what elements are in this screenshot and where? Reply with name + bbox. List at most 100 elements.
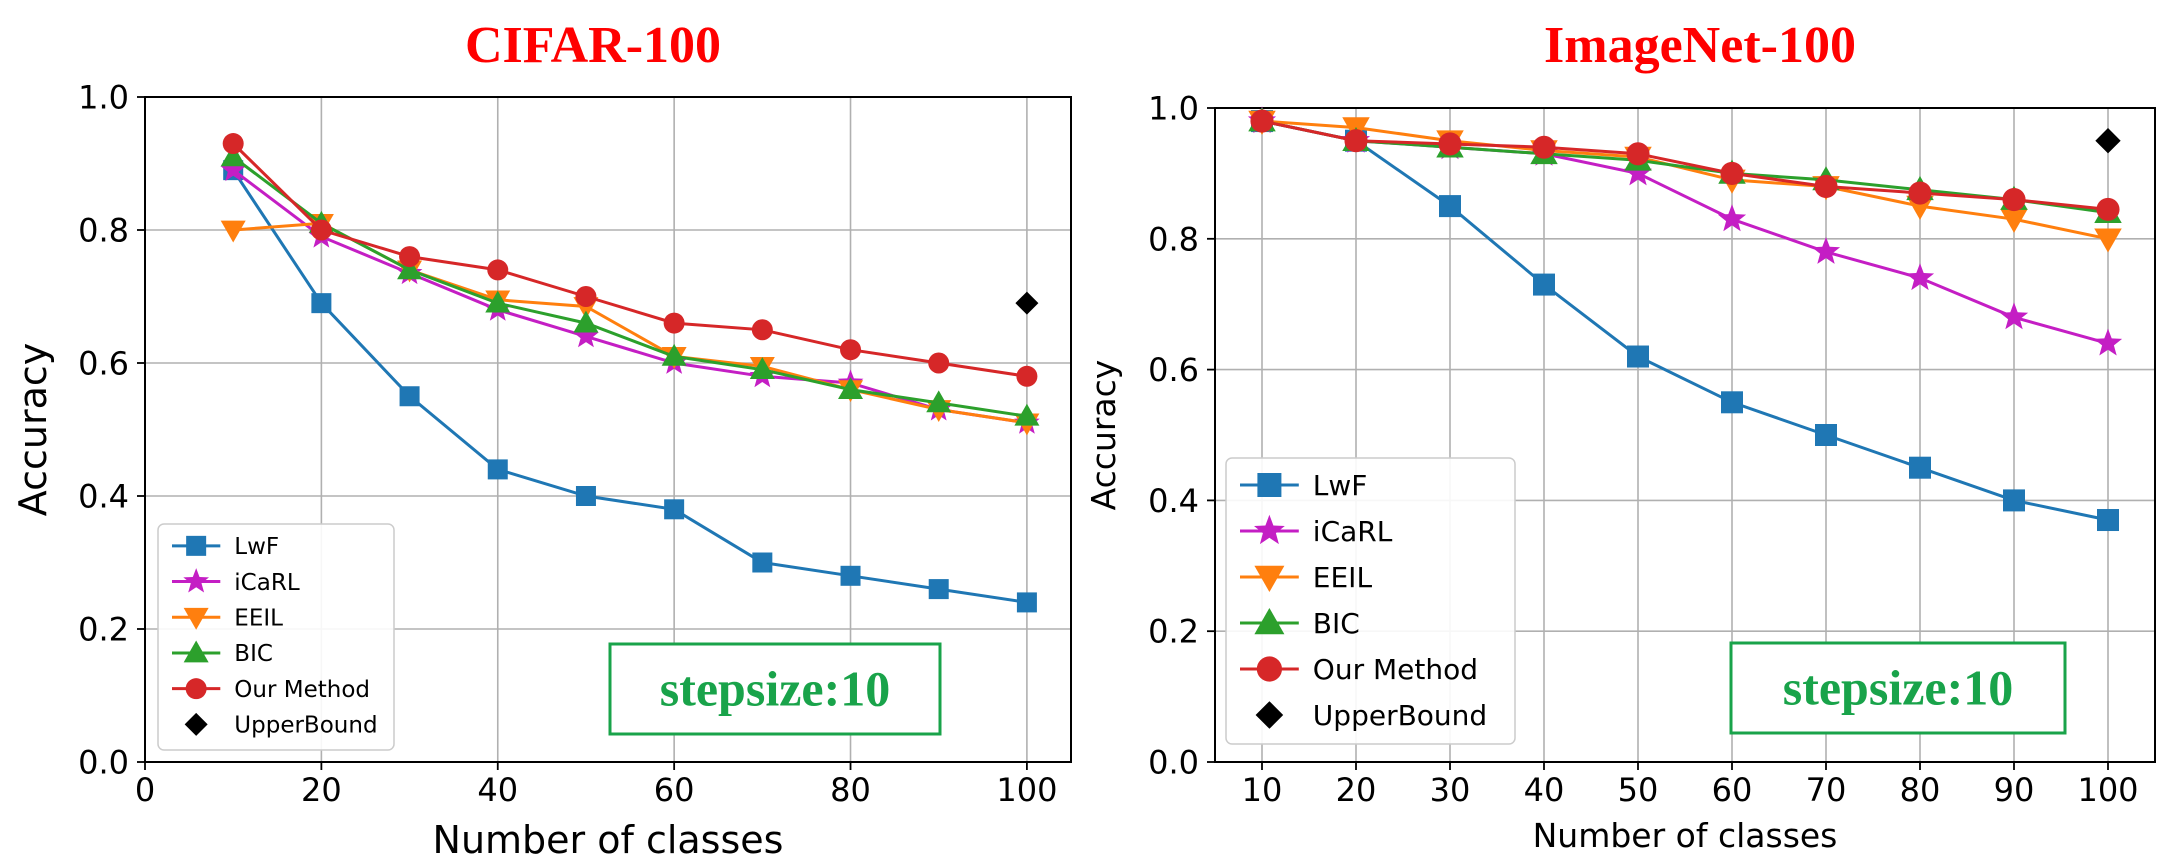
x-tick-label: 20: [301, 771, 342, 809]
data-point: [1623, 158, 1653, 186]
data-point: [2097, 509, 2119, 532]
legend-entry: iCaRL: [1240, 514, 1393, 548]
x-tick-label: 20: [1336, 771, 1377, 809]
data-point: [310, 219, 332, 241]
series-eeil: [1248, 110, 2122, 253]
data-point: [664, 499, 685, 520]
data-point: [397, 257, 423, 280]
x-tick-label: 100: [996, 771, 1057, 809]
data-point: [1016, 365, 1038, 387]
data-point: [752, 552, 773, 573]
data-point: [751, 319, 773, 341]
legend-marker: [186, 535, 207, 556]
legend-marker: [184, 712, 208, 736]
x-tick-label: 80: [830, 771, 871, 809]
y-tick-label: 0.2: [1148, 613, 1199, 651]
x-axis-label: Number of classes: [1533, 816, 1838, 855]
legend-marker: [185, 678, 207, 700]
x-tick-label: 60: [1712, 771, 1753, 809]
legend-entry: EEIL: [1240, 561, 1372, 594]
legend-marker: [183, 607, 209, 630]
y-tick-label: 0.6: [1148, 351, 1199, 389]
x-axis-label: Number of classes: [433, 818, 784, 862]
data-point: [1720, 161, 1744, 185]
legend-marker: [1255, 701, 1284, 729]
data-point: [1717, 204, 1747, 232]
x-tick-label: 100: [2077, 771, 2138, 809]
legend-label: LwF: [234, 534, 279, 560]
annotation-box: [608, 642, 942, 736]
data-point: [399, 246, 421, 268]
data-point: [749, 357, 775, 380]
legend-label: BIC: [234, 641, 273, 667]
data-point: [1438, 132, 1462, 156]
data-point: [1905, 263, 1935, 291]
data-point: [1811, 237, 1841, 264]
data-point: [1344, 129, 1368, 153]
legend-label: iCaRL: [234, 570, 300, 596]
series-bic: [220, 144, 1040, 426]
y-tick-label: 0.8: [1148, 220, 1199, 258]
data-point: [399, 386, 420, 407]
data-point: [1250, 109, 1274, 133]
series-line: [1261, 119, 2109, 215]
series-upperbound: [2095, 128, 2121, 154]
chart-panel-1: CIFAR-100 0.0 0.2 0.4 0.6 0.8 1.0 0 20 40 60 80 100 N…: [11, 17, 1072, 862]
chart-title: CIFAR-100: [465, 17, 721, 74]
y-tick-label: 1.0: [78, 79, 129, 117]
x-tick-label: 60: [654, 771, 695, 809]
data-point: [2003, 489, 2025, 512]
legend-label: iCaRL: [1313, 515, 1393, 548]
plot-frame: [144, 96, 1072, 763]
legend-label: EEIL: [1313, 561, 1373, 594]
series-line: [232, 155, 1028, 418]
legend-entry: BIC: [1240, 607, 1360, 640]
series-bic: [1248, 107, 2122, 223]
chart-title: ImageNet-100: [1544, 17, 1856, 74]
legend-entry: UpperBound: [1255, 699, 1487, 732]
series-lwf: [223, 160, 1037, 613]
series-our-method: [222, 133, 1038, 387]
x-tick-label: 40: [1524, 771, 1565, 809]
plot-frame: [1214, 107, 2156, 763]
data-point: [573, 322, 599, 348]
x-tick-label: 80: [1900, 771, 1941, 809]
data-point: [1015, 291, 1039, 315]
data-point: [840, 339, 862, 361]
data-point: [487, 459, 508, 480]
data-point: [1533, 273, 1555, 296]
annotation-text: stepsize:10: [1783, 660, 2014, 716]
data-point: [1627, 345, 1649, 368]
series-line: [1261, 119, 2109, 241]
data-point: [2094, 228, 2122, 253]
x-tick-label: 40: [477, 771, 518, 809]
legend-marker: [1254, 514, 1285, 545]
series-icarl: [220, 156, 1040, 434]
legend: LwF iCaRL EEIL BIC Our Method UpperBound: [1225, 457, 1516, 745]
legend-entry: BIC: [172, 640, 273, 667]
data-point: [1016, 592, 1037, 613]
series-lwf: [1251, 110, 2119, 532]
y-tick-label: 0.4: [78, 478, 129, 516]
data-point: [1815, 424, 1837, 446]
y-tick-label: 0.8: [78, 212, 129, 250]
y-tick-label: 0.0: [78, 744, 129, 782]
y-axis-label: Accuracy: [1084, 360, 1123, 511]
legend: LwF iCaRL EEIL BIC Our Method UpperBound: [157, 523, 395, 751]
legend-marker: [183, 568, 209, 593]
legend-entry: LwF: [1240, 469, 1367, 502]
legend-entry: UpperBound: [184, 712, 378, 739]
x-tick-label: 10: [1242, 771, 1283, 809]
series-line: [1261, 119, 2109, 345]
data-point: [661, 343, 687, 366]
y-tick-label: 1.0: [1148, 90, 1199, 128]
series-upperbound: [1015, 291, 1039, 315]
legend-label: Our Method: [234, 677, 370, 703]
data-point: [838, 377, 864, 399]
y-axis-label: Accuracy: [11, 343, 55, 517]
data-point: [485, 290, 511, 313]
data-point: [220, 156, 246, 182]
series-line: [233, 221, 1028, 425]
legend-entry: Our Method: [172, 677, 370, 703]
